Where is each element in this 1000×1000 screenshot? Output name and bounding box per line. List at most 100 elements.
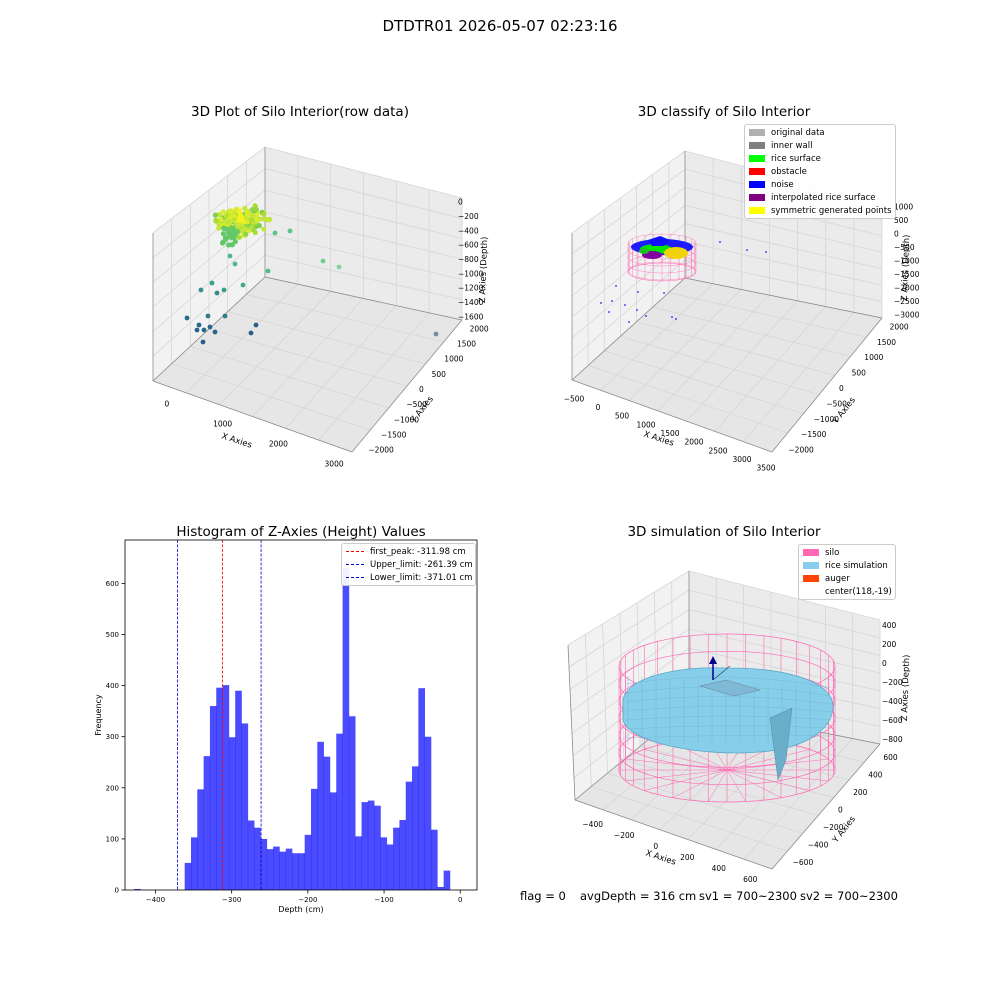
- axis-edge: [771, 743, 881, 870]
- histogram-bar: [197, 789, 204, 890]
- sv2-text: sv2 = 700~2300: [800, 889, 898, 903]
- data-point: [230, 225, 236, 232]
- rice-mesh: [625, 715, 832, 721]
- y-tick-label: −400: [808, 841, 829, 850]
- data-point: [212, 212, 218, 218]
- legend-item: rice surface: [745, 152, 895, 165]
- data-point: [223, 226, 229, 232]
- x-tick-label: 3000: [325, 459, 344, 468]
- legend-item: original data: [745, 126, 895, 139]
- grid-line: [743, 312, 855, 442]
- histogram-bar: [367, 800, 375, 890]
- histogram-bar: [393, 827, 400, 890]
- legend-item: Lower_limit: -371.01 cm: [342, 571, 475, 584]
- legend-item: first_peak: -311.98 cm: [342, 545, 475, 558]
- legend-label: Lower_limit: -371.01 cm: [370, 572, 473, 583]
- data-point: [265, 268, 271, 274]
- grid-line: [714, 306, 827, 432]
- legend-item: obstacle: [745, 165, 895, 178]
- data-point: [238, 222, 244, 228]
- legend-label: interpolated rice surface: [771, 192, 876, 203]
- x-tick-label: 200: [680, 853, 695, 862]
- data-point: [218, 216, 224, 222]
- data-point: [198, 287, 204, 293]
- x-tick-label: 0: [458, 896, 462, 904]
- data-point: [221, 287, 227, 293]
- legend-label: inner wall: [771, 140, 813, 151]
- data-point: [214, 290, 220, 296]
- histogram-bar: [247, 820, 255, 890]
- grid-line: [571, 186, 686, 276]
- legend-label: silo: [825, 547, 840, 558]
- y-tick-label: 200: [853, 788, 868, 797]
- grid-line: [684, 241, 883, 286]
- grid-line: [685, 300, 798, 422]
- figure-title: DTDTR01 2026-05-07 02:23:16: [382, 17, 618, 35]
- z-tick-label: −2000: [894, 284, 920, 293]
- rice-mesh: [625, 696, 832, 705]
- classify-scatter-3d: −500 0 500 1000 1500 2000 2500 3000 3500 2000 1500…: [564, 150, 920, 473]
- histogram-bar: [342, 568, 350, 890]
- histogram-bar: [412, 766, 419, 890]
- data-point: [243, 231, 249, 237]
- noise-point: [611, 300, 613, 302]
- axis-edge: [567, 644, 576, 801]
- histogram-bar: [203, 756, 211, 890]
- z-tick-label: 1000: [894, 202, 913, 211]
- rice-mesh: [625, 706, 832, 713]
- data-point: [433, 331, 439, 337]
- noise-point: [636, 309, 638, 311]
- grid-line: [620, 335, 820, 395]
- y-tick-label: −1500: [801, 430, 827, 439]
- legend-item: rice simulation: [799, 559, 895, 572]
- data-point: [266, 217, 272, 223]
- z-axis-label: Z Axies (Depth): [478, 236, 490, 303]
- z-tick-label: 0: [894, 229, 899, 238]
- histogram-bar: [304, 834, 312, 890]
- peak-surface: [236, 206, 246, 224]
- grid-line: [688, 570, 881, 621]
- histogram-bar: [298, 853, 305, 890]
- data-point: [222, 313, 228, 319]
- classify-legend: original data inner wall rice surface obsta…: [744, 124, 896, 219]
- x-tick-label: 0: [165, 400, 170, 409]
- histogram-legend: first_peak: -311.98 cm Upper_limit: -261.…: [341, 543, 476, 586]
- data-point: [239, 227, 245, 233]
- data-point: [227, 208, 234, 214]
- grid-line: [684, 205, 883, 253]
- z-tick-label: −600: [882, 716, 903, 725]
- y-tick-label: 1500: [457, 339, 476, 348]
- noise-point: [746, 249, 748, 251]
- noise-point: [615, 285, 617, 287]
- histogram-bar: [216, 687, 223, 890]
- noise-point: [628, 321, 630, 323]
- grid-line: [688, 589, 881, 639]
- y-tick-label: 1000: [444, 355, 463, 364]
- data-point: [205, 313, 211, 319]
- silo-floor-wire: [644, 749, 728, 771]
- z-tick-label: −200: [882, 678, 903, 687]
- floor-pane: [572, 278, 882, 452]
- silo-floor-wire: [726, 769, 746, 802]
- data-point: [232, 239, 238, 245]
- data-point: [320, 258, 326, 264]
- legend-item: interpolated rice surface: [745, 191, 895, 204]
- plot-frame: [124, 539, 478, 891]
- grid-line: [152, 146, 266, 234]
- grid-line: [684, 259, 883, 302]
- grid-line: [715, 732, 826, 850]
- y-tick-label: −500: [406, 400, 427, 409]
- histogram-bar: [399, 820, 407, 890]
- data-point: [227, 253, 233, 259]
- legend-swatch: [749, 181, 765, 188]
- x-tick-label: −400: [582, 820, 603, 829]
- y-tick-label: 600: [106, 580, 119, 588]
- y-tick-label: 400: [106, 682, 119, 690]
- data-point: [244, 219, 250, 225]
- histogram-bar: [355, 836, 362, 890]
- z-tick-label: 0: [458, 198, 463, 207]
- data-point: [184, 315, 190, 321]
- rice-mesh: [625, 725, 832, 730]
- grid-line: [640, 745, 834, 798]
- grid-line: [607, 772, 803, 834]
